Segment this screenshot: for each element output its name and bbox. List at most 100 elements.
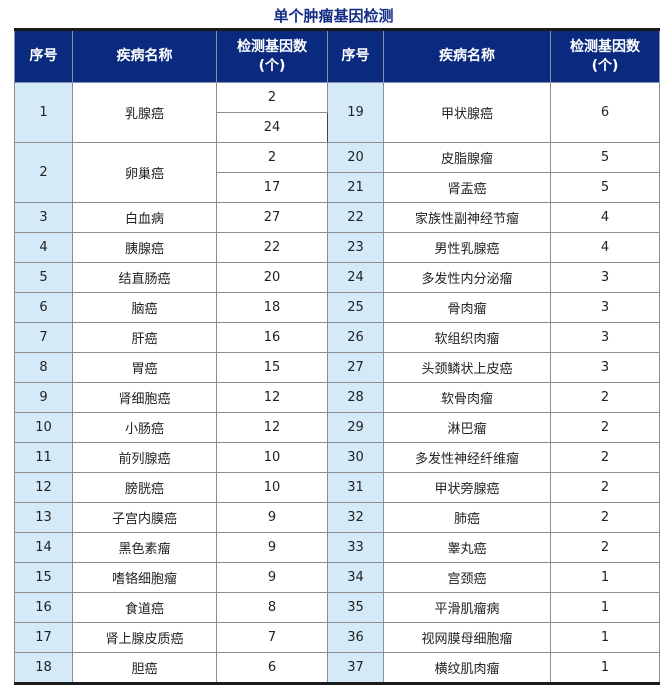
- header-seq: 序号: [14, 29, 73, 83]
- disease-name-cell: 甲状腺癌: [383, 82, 551, 143]
- disease-name-cell: 宫颈癌: [383, 562, 551, 593]
- table-row: 12 膀胱癌 10 31 甲状旁腺癌 2: [14, 472, 660, 503]
- table-row: 11 前列腺癌 10 30 多发性神经纤维瘤 2: [14, 442, 660, 473]
- header-seq: 序号: [327, 29, 384, 83]
- disease-name-cell: 甲状旁腺癌: [383, 472, 551, 503]
- gene-count-cell: 6: [550, 82, 660, 143]
- seq-cell: 22: [327, 202, 384, 233]
- gene-count-cell: 27: [216, 202, 328, 233]
- gene-count-cell: 22: [216, 232, 328, 263]
- disease-name-cell: 前列腺癌: [72, 442, 217, 473]
- gene-count-cell: 3: [550, 352, 660, 383]
- seq-cell: 10: [14, 412, 73, 443]
- gene-count-cell: 2: [550, 412, 660, 443]
- seq-cell: 8: [14, 352, 73, 383]
- table-row: 17 21 肾盂癌 5: [15, 172, 660, 203]
- disease-name-cell: 结直肠癌: [72, 262, 217, 293]
- gene-count-cell: 10: [216, 442, 328, 473]
- seq-cell: 16: [14, 592, 73, 623]
- seq-cell: 12: [14, 472, 73, 503]
- disease-name-cell: 皮脂腺瘤: [383, 142, 551, 173]
- disease-name-cell: 头颈鳞状上皮癌: [383, 352, 551, 383]
- disease-name-cell: 横纹肌肉瘤: [383, 652, 551, 684]
- header-disease: 疾病名称: [72, 29, 217, 83]
- header-count-line1: 检测基因数: [237, 38, 307, 55]
- table-row: 1 乳腺癌 2 19 甲状腺癌 6: [14, 82, 660, 143]
- gene-count-cell: 2: [550, 472, 660, 503]
- disease-name-cell: 食道癌: [72, 592, 217, 623]
- header-row: 序号 疾病名称 检测基因数 (个) 序号 疾病名称 检测基因数 (个): [14, 29, 660, 83]
- disease-name-cell: 视网膜母细胞瘤: [383, 622, 551, 653]
- seq-cell: 18: [14, 652, 73, 684]
- page-title: 单个肿瘤基因检测: [273, 7, 394, 25]
- disease-name-cell: 肺癌: [383, 502, 551, 533]
- seq-cell: 1: [14, 82, 73, 143]
- gene-count-cell: 2: [550, 382, 660, 413]
- disease-name-cell: 肾上腺皮质癌: [72, 622, 217, 653]
- disease-name-cell: 睾丸癌: [383, 532, 551, 563]
- table-row: 6 脑癌 18 25 骨肉瘤 3: [14, 292, 660, 323]
- disease-name-cell: 乳腺癌: [72, 82, 217, 143]
- gene-count-cell: 9: [216, 532, 328, 563]
- seq-cell: 36: [327, 622, 384, 653]
- disease-name-cell: 平滑肌瘤病: [383, 592, 551, 623]
- disease-name-cell: 小肠癌: [72, 412, 217, 443]
- disease-name-cell: 卵巢癌: [72, 142, 217, 203]
- seq-cell: 3: [14, 202, 73, 233]
- disease-name-cell: 脑癌: [72, 292, 217, 323]
- gene-count-cell: 4: [550, 232, 660, 263]
- header-disease: 疾病名称: [383, 29, 551, 83]
- seq-cell: 11: [14, 442, 73, 473]
- seq-cell: 15: [14, 562, 73, 593]
- gene-count-cell: 3: [550, 322, 660, 353]
- table-row: 5 结直肠癌 20 24 多发性内分泌瘤 3: [14, 262, 660, 293]
- table-row: 8 胃癌 15 27 头颈鳞状上皮癌 3: [14, 352, 660, 383]
- table-row: 4 胰腺癌 22 23 男性乳腺癌 4: [14, 232, 660, 263]
- seq-cell: 6: [14, 292, 73, 323]
- seq-cell: 17: [14, 622, 73, 653]
- seq-cell: 32: [327, 502, 384, 533]
- seq-cell: 30: [327, 442, 384, 473]
- seq-cell: 33: [327, 532, 384, 563]
- gene-count-cell: 18: [216, 292, 328, 323]
- gene-count-cell: 4: [550, 202, 660, 233]
- disease-name-cell: 胰腺癌: [72, 232, 217, 263]
- gene-count-cell: 2: [550, 442, 660, 473]
- table-row: 17 肾上腺皮质癌 7 36 视网膜母细胞瘤 1: [14, 622, 660, 653]
- gene-count-cell: 2: [550, 532, 660, 563]
- header-count: 检测基因数 (个): [550, 29, 660, 83]
- seq-cell: 24: [327, 262, 384, 293]
- seq-cell: 28: [327, 382, 384, 413]
- disease-name-cell: 多发性神经纤维瘤: [383, 442, 551, 473]
- gene-count-cell: 16: [216, 322, 328, 353]
- seq-cell: 13: [14, 502, 73, 533]
- seq-cell: 26: [327, 322, 384, 353]
- table-row: 3 白血病 27 22 家族性副神经节瘤 4: [14, 202, 660, 233]
- gene-count-cell: 12: [216, 412, 328, 443]
- gene-count-cell: 1: [550, 592, 660, 623]
- seq-cell: 31: [327, 472, 384, 503]
- table-row: 18 胆癌 6 37 横纹肌肉瘤 1: [14, 652, 660, 684]
- disease-name-cell: 子宫内膜癌: [72, 502, 217, 533]
- disease-name-cell: 胆癌: [72, 652, 217, 684]
- seq-cell: 7: [14, 322, 73, 353]
- seq-cell: 29: [327, 412, 384, 443]
- gene-count-cell: 12: [216, 382, 328, 413]
- disease-name-cell: 骨肉瘤: [383, 292, 551, 323]
- disease-name-cell: 黑色素瘤: [72, 532, 217, 563]
- gene-count-cell: 9: [216, 562, 328, 593]
- seq-cell: 4: [14, 232, 73, 263]
- seq-cell: 2: [14, 142, 73, 203]
- seq-cell: 37: [327, 652, 384, 684]
- disease-name-cell: 肝癌: [72, 322, 217, 353]
- header-count-line1: 检测基因数: [570, 38, 640, 55]
- gene-count-cell: 9: [216, 502, 328, 533]
- gene-count-cell: 20: [216, 262, 328, 293]
- seq-cell: 19: [327, 82, 384, 143]
- table-row: 24: [15, 112, 660, 143]
- gene-count-cell: 6: [216, 652, 328, 684]
- seq-cell: 23: [327, 232, 384, 263]
- disease-name-cell: 软组织肉瘤: [383, 322, 551, 353]
- seq-cell: 14: [14, 532, 73, 563]
- gene-count-cell: 2: [216, 82, 328, 113]
